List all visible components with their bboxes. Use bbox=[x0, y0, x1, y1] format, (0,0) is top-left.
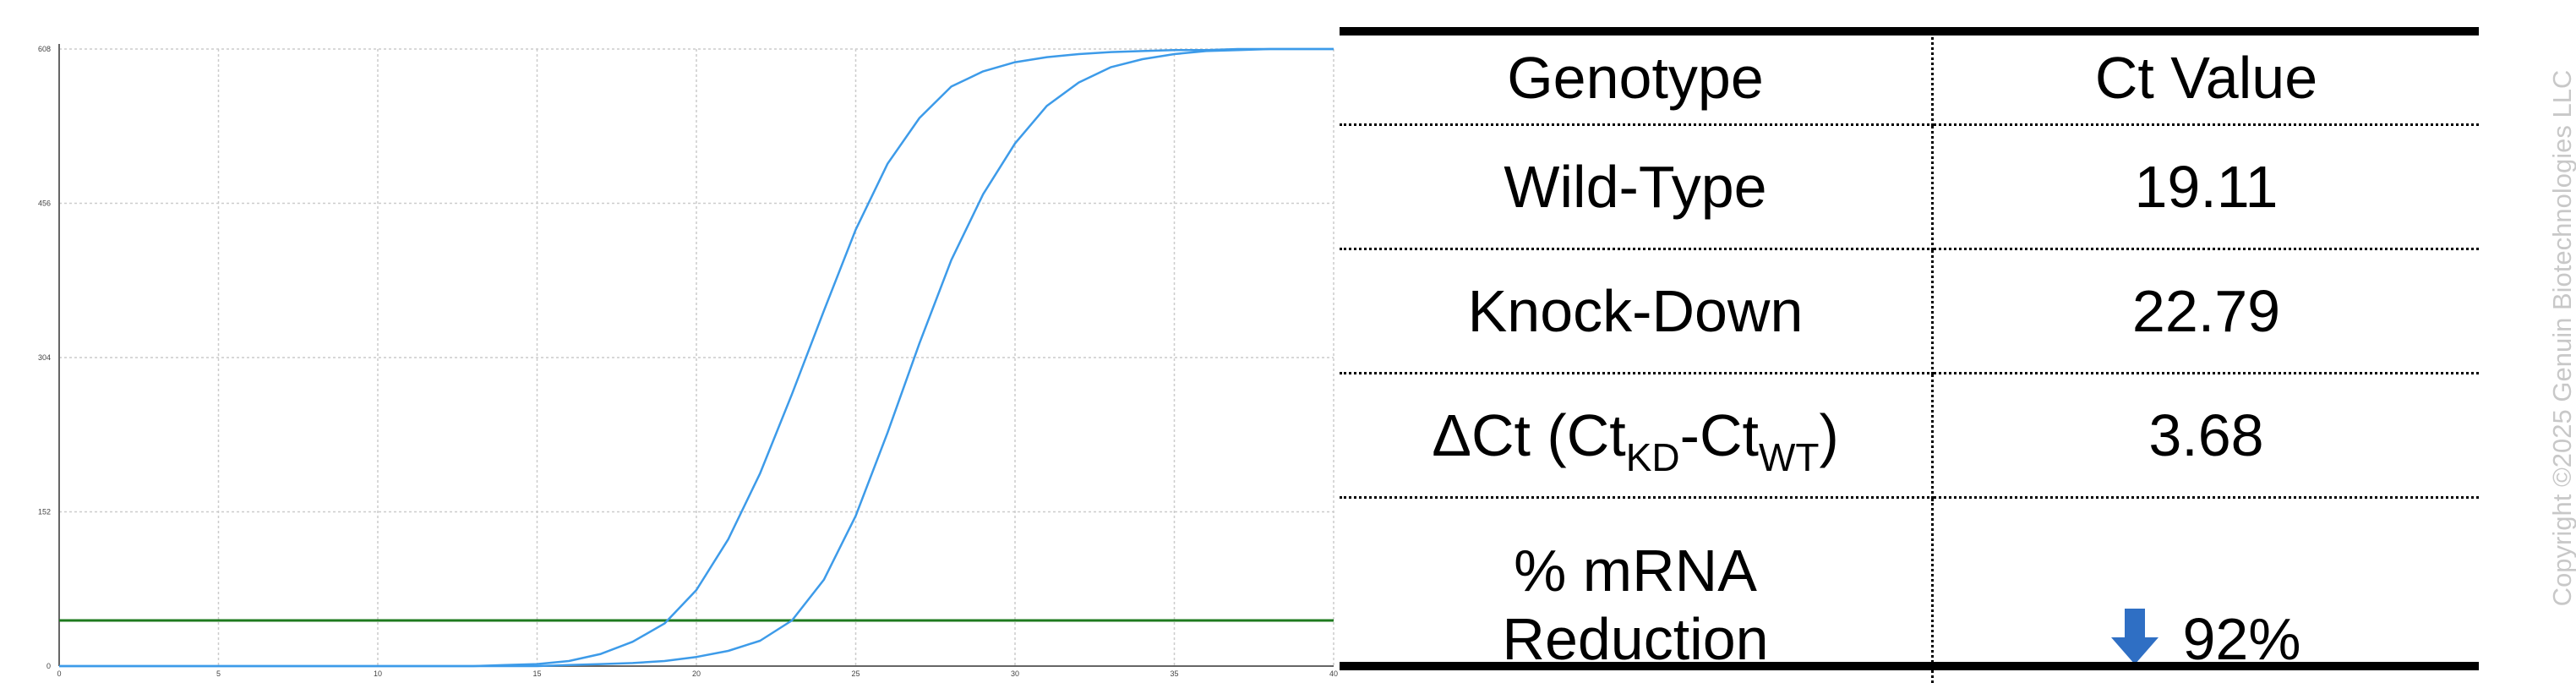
y-tick-label: 304 bbox=[38, 353, 51, 362]
delta-ct-suffix: ) bbox=[1819, 402, 1838, 468]
y-tick-label: 0 bbox=[46, 662, 51, 670]
y-tick-label: 152 bbox=[38, 508, 51, 516]
x-tick-label: 20 bbox=[692, 669, 701, 676]
delta-ct-prefix: ΔCt (Ct bbox=[1432, 402, 1626, 468]
row-label-wild-type: Wild-Type bbox=[1340, 125, 1933, 249]
axis-layer: 0 5 10 15 20 25 30 35 40 0 152 304 456 608 bbox=[38, 44, 1338, 676]
row-value-delta-ct: 3.68 bbox=[1933, 374, 2480, 498]
table-header-row: Genotype Ct Value bbox=[1340, 32, 2479, 125]
header-genotype: Genotype bbox=[1340, 32, 1933, 125]
grid-layer bbox=[59, 49, 1334, 666]
table-row: Wild-Type 19.11 bbox=[1340, 125, 2479, 249]
x-tick-label: 25 bbox=[851, 669, 860, 676]
x-tick-label: 30 bbox=[1011, 669, 1019, 676]
x-tick-label: 5 bbox=[216, 669, 221, 676]
mrna-label-line1: % mRNA bbox=[1340, 537, 1931, 605]
delta-ct-sub-kd: KD bbox=[1626, 435, 1680, 479]
x-tick-label: 35 bbox=[1170, 669, 1178, 676]
row-value-mrna-reduction: 92% bbox=[1933, 498, 2480, 683]
table-bottom-rule bbox=[1340, 662, 2479, 670]
row-label-knock-down: Knock-Down bbox=[1340, 249, 1933, 374]
y-tick-label: 456 bbox=[38, 199, 51, 208]
header-ct-value: Ct Value bbox=[1933, 32, 2480, 125]
table-row: Knock-Down 22.79 bbox=[1340, 249, 2479, 374]
y-tick-label: 608 bbox=[38, 45, 51, 53]
qpcr-amplification-chart: 0 5 10 15 20 25 30 35 40 0 152 304 456 608 bbox=[0, 0, 1344, 676]
row-value-knock-down: 22.79 bbox=[1933, 249, 2480, 374]
results-table: Genotype Ct Value Wild-Type 19.11 Knock-… bbox=[1340, 32, 2479, 683]
copyright-watermark: Copyright ©2025 Genuin Biotechnologies L… bbox=[2547, 70, 2576, 607]
x-tick-label: 40 bbox=[1329, 669, 1338, 676]
x-tick-label: 10 bbox=[374, 669, 382, 676]
row-value-wild-type: 19.11 bbox=[1933, 125, 2480, 249]
table-row: ΔCt (CtKD-CtWT) 3.68 bbox=[1340, 374, 2479, 498]
delta-ct-sub-wt: WT bbox=[1759, 435, 1820, 479]
x-tick-label: 15 bbox=[532, 669, 541, 676]
delta-ct-mid: -Ct bbox=[1680, 402, 1759, 468]
down-arrow-icon bbox=[2111, 609, 2158, 664]
x-tick-label: 0 bbox=[57, 669, 61, 676]
row-label-delta-ct: ΔCt (CtKD-CtWT) bbox=[1340, 374, 1933, 498]
